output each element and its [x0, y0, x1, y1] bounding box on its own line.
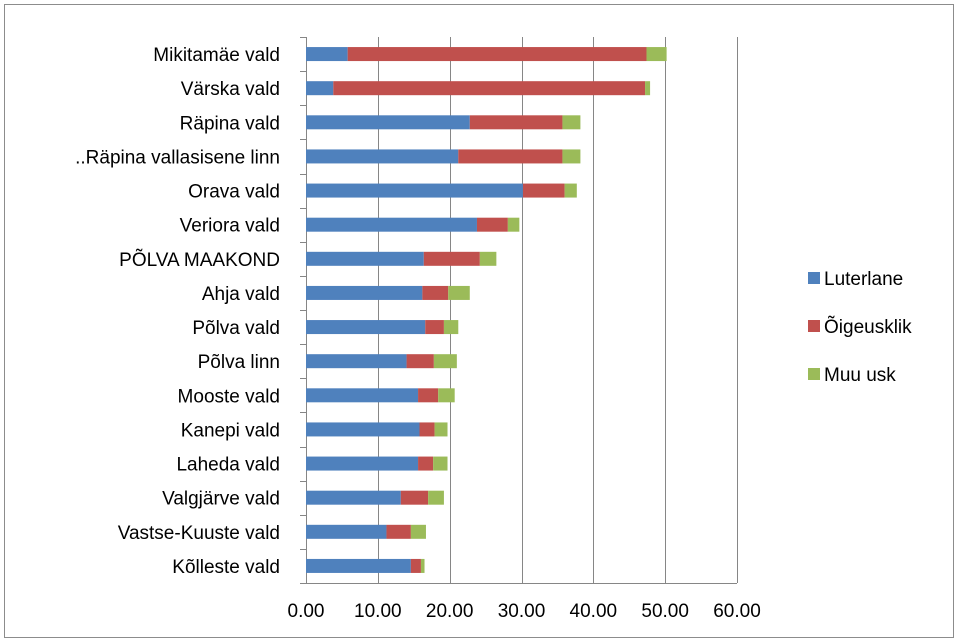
- category-label: Orava vald: [188, 182, 280, 203]
- bar-segment: [306, 388, 419, 403]
- bar-segment: [428, 490, 444, 505]
- bar-segment: [347, 47, 647, 62]
- bar-segment: [476, 217, 508, 232]
- bar-segment: [443, 320, 459, 335]
- bar-segment: [419, 422, 435, 437]
- x-tick-label: 10.00: [354, 601, 402, 622]
- bar-segment: [306, 320, 426, 335]
- bar-segment: [507, 217, 520, 232]
- x-tick-label: 60.00: [713, 601, 761, 622]
- bar-segment: [434, 422, 448, 437]
- bar-segment: [418, 456, 434, 471]
- bar-segment: [306, 149, 459, 164]
- bar-segment: [423, 251, 480, 266]
- bar-segment: [469, 115, 563, 130]
- x-tick-labels: 0.00 10.00 20.00 30.00 40.00 50.00 60.00: [288, 601, 761, 622]
- bar-segment: [410, 524, 426, 539]
- bar-segment: [333, 81, 646, 96]
- bar-segment: [386, 524, 411, 539]
- bar-segment: [400, 490, 429, 505]
- bar-segment: [306, 183, 523, 198]
- bar-segment: [306, 217, 477, 232]
- bar-segment: [645, 81, 651, 96]
- category-label: Värska vald: [181, 79, 280, 100]
- x-tick-label: 40.00: [570, 601, 618, 622]
- category-label: Vastse-Kuuste vald: [118, 523, 280, 544]
- bar-segment: [438, 388, 455, 403]
- bar-segment: [306, 558, 411, 573]
- category-labels: Mikitamäe vald Värska vald Räpina vald ..Rä…: [75, 45, 280, 578]
- category-label: Valgjärve vald: [162, 489, 280, 510]
- bar-segment: [448, 285, 470, 300]
- category-label: Kanepi vald: [181, 420, 280, 441]
- category-label: Räpina vald: [180, 113, 280, 134]
- category-label: Põlva vald: [192, 318, 280, 339]
- bar-segment: [522, 183, 565, 198]
- category-label: Mooste vald: [178, 386, 280, 407]
- bar-segment: [306, 115, 470, 130]
- legend-label: Muu usk: [824, 365, 896, 386]
- chart-area: [4, 4, 954, 638]
- x-tick-label: 20.00: [426, 601, 474, 622]
- category-label: Mikitamäe vald: [153, 45, 280, 66]
- bar-segment: [458, 149, 563, 164]
- bar-segment: [562, 149, 581, 164]
- bar-segment: [306, 490, 401, 505]
- category-label: Veriora vald: [180, 216, 280, 237]
- bar-segment: [562, 115, 581, 130]
- category-label: Kõlleste vald: [172, 557, 280, 578]
- bar-segment: [479, 251, 497, 266]
- bar-segment: [410, 558, 421, 573]
- category-label: PÕLVA MAAKOND: [119, 249, 280, 271]
- bar-segment: [306, 354, 407, 369]
- bar-segment: [420, 558, 425, 573]
- bar-segment: [418, 388, 439, 403]
- category-label: Ahja vald: [202, 284, 280, 305]
- bars: [306, 47, 667, 573]
- bar-segment: [306, 285, 423, 300]
- x-tick-label: 0.00: [288, 601, 325, 622]
- bar-segment: [564, 183, 577, 198]
- x-tick-label: 30.00: [498, 601, 546, 622]
- legend-swatch: [808, 320, 820, 332]
- bar-segment: [433, 354, 457, 369]
- bar-segment: [306, 422, 420, 437]
- bar-segment: [306, 47, 348, 62]
- category-label: Laheda vald: [176, 455, 280, 476]
- bar-segment: [406, 354, 434, 369]
- bar-segment: [306, 456, 419, 471]
- bar-segment: [422, 285, 449, 300]
- category-label: ..Räpina vallasisene linn: [75, 147, 280, 168]
- legend-swatch: [808, 272, 820, 284]
- bar-segment: [306, 81, 334, 96]
- legend-label: Luterlane: [824, 269, 903, 290]
- bar-segment: [306, 251, 424, 266]
- bar-segment: [646, 47, 667, 62]
- legend-label: Õigeusklik: [824, 316, 912, 338]
- x-tick-label: 50.00: [641, 601, 689, 622]
- legend: Luterlane Õigeusklik Muu usk: [808, 269, 912, 386]
- legend-swatch: [808, 368, 820, 380]
- bar-segment: [433, 456, 448, 471]
- bar-segment: [425, 320, 444, 335]
- bar-segment: [306, 524, 387, 539]
- category-label: Põlva linn: [198, 352, 280, 373]
